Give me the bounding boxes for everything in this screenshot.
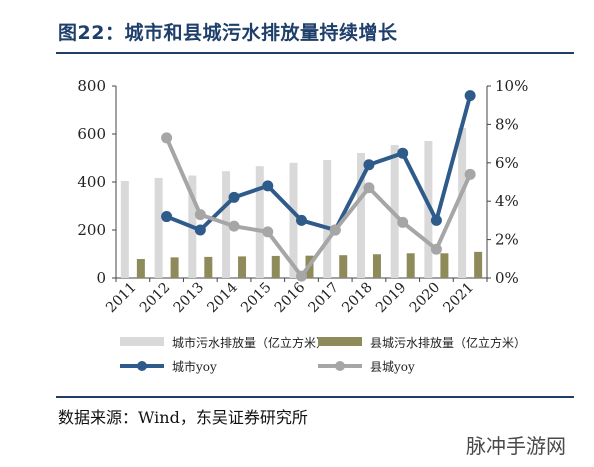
chart: 02004006008000%2%4%6%8%10%20112012201320… bbox=[77, 77, 528, 374]
chart-title: 图22：城市和县城污水排放量持续增长 bbox=[58, 22, 398, 44]
left-tick-label: 600 bbox=[77, 125, 106, 143]
point bbox=[161, 211, 173, 223]
right-tick-label: 2% bbox=[495, 231, 519, 249]
title-rule bbox=[56, 52, 574, 54]
x-tick-label: 2021 bbox=[440, 280, 477, 317]
x-tick-label: 2017 bbox=[306, 280, 343, 317]
right-tick-label: 0% bbox=[495, 269, 519, 287]
bar bbox=[339, 255, 348, 278]
bar bbox=[238, 256, 247, 278]
bar bbox=[372, 254, 381, 278]
bar bbox=[271, 255, 280, 278]
watermark: 脉冲手游网 bbox=[466, 434, 566, 458]
x-tick-label: 2014 bbox=[204, 279, 241, 316]
legend-swatch bbox=[318, 337, 362, 346]
x-tick-label: 2020 bbox=[407, 280, 444, 317]
bar bbox=[458, 128, 467, 278]
bar bbox=[424, 140, 433, 278]
x-tick-label: 2013 bbox=[171, 280, 208, 317]
bar bbox=[289, 162, 298, 278]
left-tick-label: 400 bbox=[77, 173, 106, 191]
right-tick-label: 6% bbox=[495, 154, 519, 172]
x-tick-label: 2016 bbox=[272, 279, 309, 316]
legend-label: 县城污水排放量（亿立方米） bbox=[370, 335, 526, 350]
point bbox=[262, 226, 274, 238]
bar bbox=[204, 256, 213, 278]
point bbox=[397, 216, 409, 228]
legend-marker bbox=[335, 361, 345, 371]
point bbox=[228, 220, 240, 232]
legend-swatch bbox=[120, 337, 164, 346]
lines bbox=[161, 90, 476, 282]
x-tick-label: 2011 bbox=[103, 280, 140, 317]
point bbox=[464, 168, 476, 180]
point bbox=[363, 182, 375, 194]
legend: 城市污水排放量（亿立方米） 县城污水排放量（亿立方米） 城市yoy 县城yoy bbox=[120, 335, 526, 374]
bar bbox=[474, 251, 483, 278]
left-tick-label: 200 bbox=[77, 221, 106, 239]
bar bbox=[406, 253, 415, 278]
legend-label: 城市污水排放量（亿立方米） bbox=[172, 335, 328, 350]
point bbox=[194, 224, 206, 236]
bar bbox=[323, 159, 332, 278]
point bbox=[228, 191, 240, 203]
bar bbox=[136, 259, 145, 278]
x-tick-label: 2018 bbox=[339, 280, 376, 317]
source-note: 数据来源：Wind，东吴证券研究所 bbox=[58, 408, 308, 427]
point bbox=[329, 224, 341, 236]
legend-label: 城市yoy bbox=[172, 359, 217, 374]
x-tick-label: 2019 bbox=[373, 280, 410, 317]
x-tick-label: 2012 bbox=[137, 280, 174, 317]
right-tick-label: 8% bbox=[495, 115, 519, 133]
right-tick-label: 10% bbox=[495, 77, 528, 95]
point bbox=[194, 209, 206, 221]
bar bbox=[120, 181, 129, 278]
bar bbox=[356, 152, 365, 278]
series-line bbox=[164, 137, 472, 279]
left-tick-label: 800 bbox=[77, 77, 106, 95]
point bbox=[430, 214, 442, 226]
left-tick-label: 0 bbox=[96, 269, 106, 287]
bar bbox=[154, 177, 163, 278]
bar bbox=[255, 166, 264, 278]
point bbox=[430, 243, 442, 255]
right-tick-label: 4% bbox=[495, 192, 519, 210]
bar bbox=[170, 257, 179, 278]
legend-label: 县城yoy bbox=[370, 360, 415, 374]
point bbox=[397, 147, 409, 159]
point bbox=[296, 270, 307, 282]
bar bbox=[440, 253, 449, 278]
source-rule bbox=[56, 396, 574, 398]
point bbox=[296, 214, 307, 226]
legend-marker bbox=[137, 361, 147, 371]
series-line bbox=[165, 95, 473, 232]
point bbox=[464, 90, 476, 102]
x-tick-label: 2015 bbox=[238, 280, 275, 317]
point bbox=[161, 132, 173, 144]
point bbox=[262, 180, 274, 192]
point bbox=[363, 159, 375, 171]
